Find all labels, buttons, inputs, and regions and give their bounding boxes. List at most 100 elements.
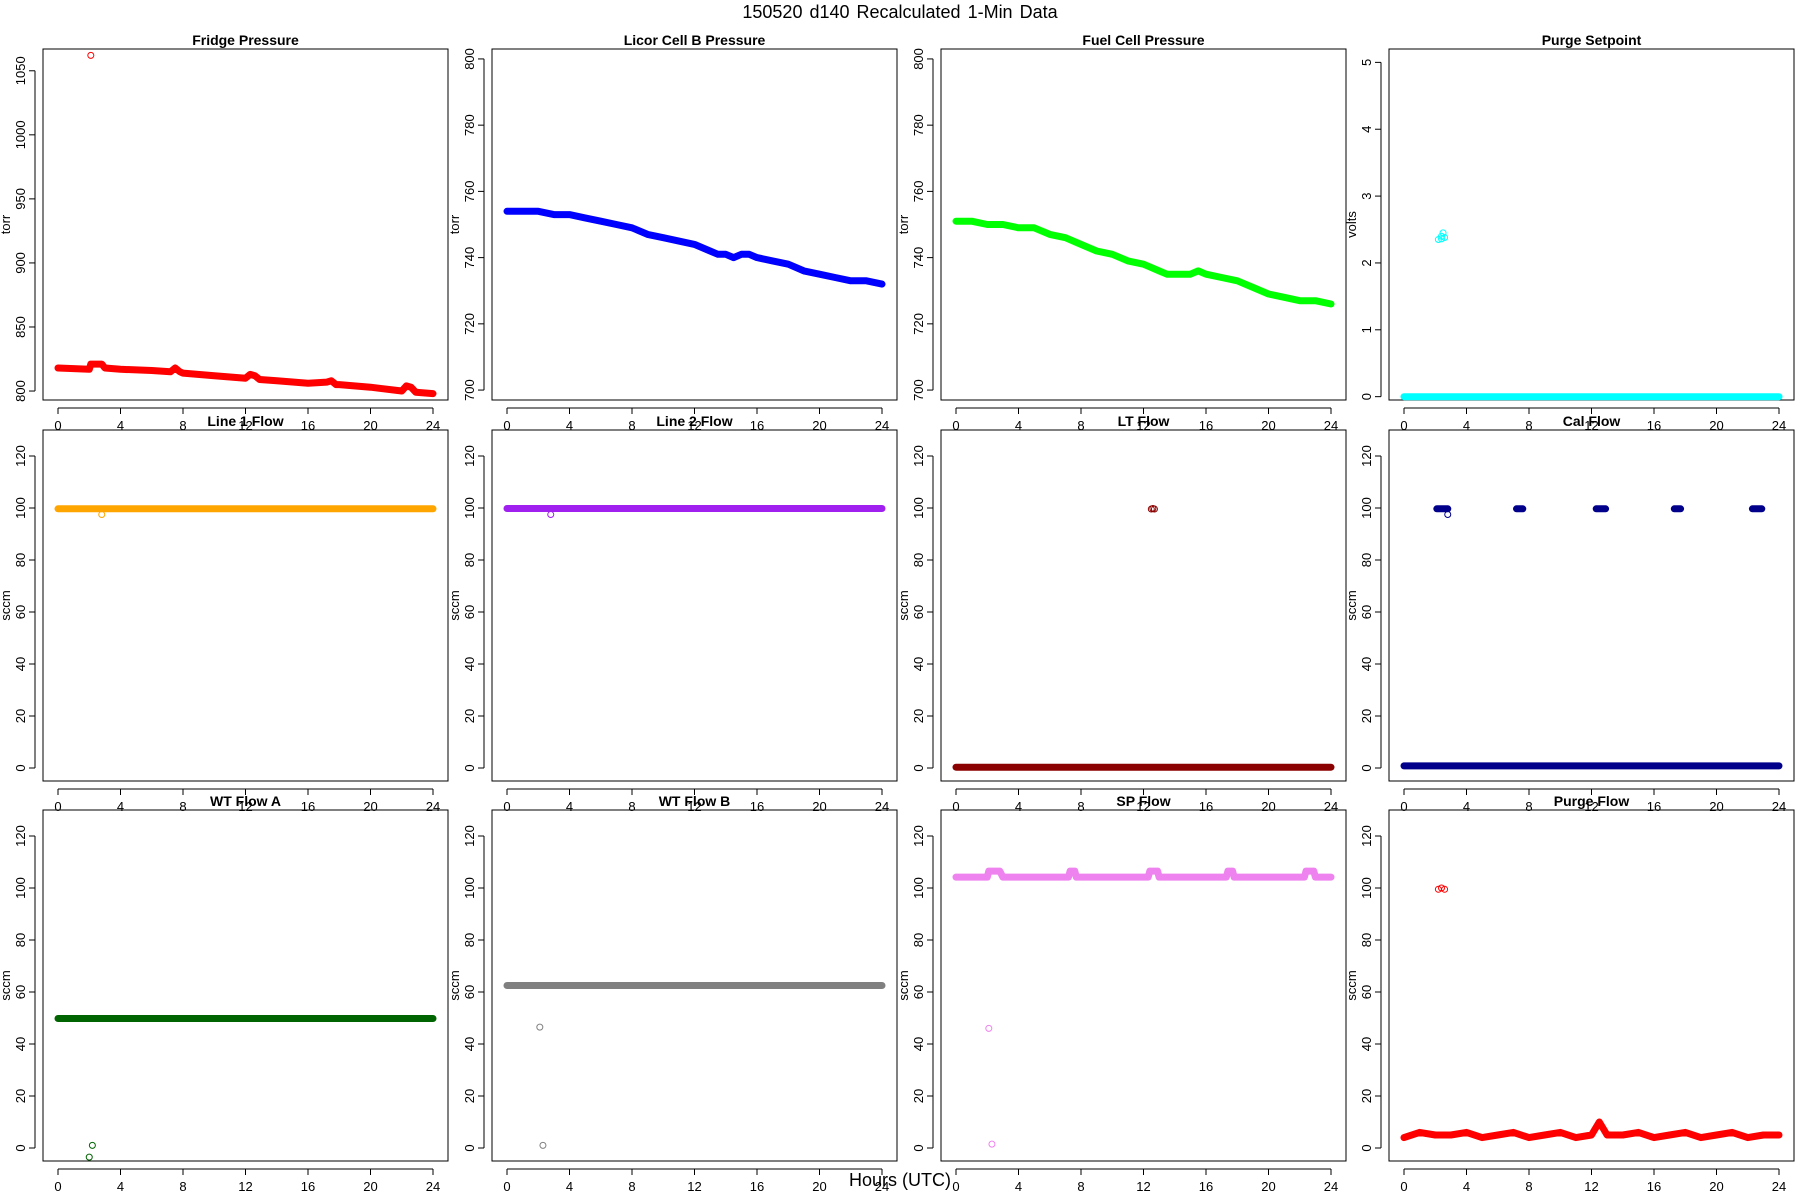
y-tick-label: 740 [462, 247, 477, 269]
y-tick-label: 40 [13, 1037, 28, 1051]
y-tick-label: 80 [13, 553, 28, 567]
panel-title: Fridge Pressure [192, 32, 299, 48]
x-tick-label: 8 [628, 799, 635, 814]
y-tick-label: 60 [13, 605, 28, 619]
y-tick-label: 100 [13, 877, 28, 899]
panel-title: Line 2 Flow [656, 413, 732, 429]
y-tick-label: 60 [462, 605, 477, 619]
plot-frame [42, 48, 449, 401]
x-tick-label: 4 [1463, 1179, 1470, 1194]
x-tick-label: 8 [1077, 418, 1084, 433]
data-point [1444, 511, 1452, 518]
y-axis-label: sccm [1344, 970, 1359, 1000]
panel-title: SP Flow [1116, 793, 1170, 809]
x-tick-label: 8 [628, 418, 635, 433]
panel-title: Purge Flow [1554, 793, 1630, 809]
data-point [536, 1023, 544, 1031]
x-tick-label: 0 [952, 418, 959, 433]
y-tick-label: 60 [911, 605, 926, 619]
y-tick-label: 20 [13, 1089, 28, 1103]
x-tick-label: 0 [952, 1179, 959, 1194]
plot-frame [491, 429, 898, 782]
data-point [1438, 232, 1445, 240]
panel-2: Fuel Cell Pressure 0 4 8 12 16 20 24 700 720 740 76… [896, 32, 1347, 433]
y-tick-label: 850 [13, 316, 28, 338]
y-tick-label: 100 [911, 877, 926, 899]
y-tick-label: 1050 [13, 56, 28, 85]
y-tick-label: 720 [462, 313, 477, 335]
x-tick-label: 20 [812, 418, 826, 433]
y-axis-label: sccm [447, 590, 462, 620]
y-tick-label: 60 [1359, 605, 1374, 619]
x-tick-label: 8 [1077, 799, 1084, 814]
x-tick-label: 4 [1463, 799, 1470, 814]
x-tick-label: 24 [1324, 1179, 1338, 1194]
x-tick-label: 16 [301, 418, 315, 433]
y-tick-label: 60 [13, 985, 28, 999]
y-tick-label: 60 [911, 985, 926, 999]
x-tick-label: 20 [1261, 418, 1275, 433]
x-tick-label: 8 [179, 799, 186, 814]
y-tick-label: 40 [462, 657, 477, 671]
x-tick-label: 12 [1136, 418, 1150, 433]
figure-title: 150520 d140 Recalculated 1-Min Data [742, 2, 1058, 22]
x-tick-label: 0 [503, 799, 510, 814]
x-tick-label: 8 [179, 1179, 186, 1194]
x-tick-label: 24 [426, 799, 440, 814]
y-tick-label: 0 [462, 764, 477, 771]
plot-frame [491, 809, 898, 1162]
y-tick-label: 950 [13, 188, 28, 210]
x-tick-label: 0 [1400, 799, 1407, 814]
y-tick-label: 780 [911, 114, 926, 136]
y-tick-label: 800 [462, 48, 477, 70]
y-tick-label: 80 [911, 553, 926, 567]
data-point [988, 1140, 996, 1148]
y-tick-label: 100 [1359, 877, 1374, 899]
y-tick-label: 100 [13, 497, 28, 519]
x-tick-label: 16 [301, 1179, 315, 1194]
panel-1: Licor Cell B Pressure 0 4 8 12 16 20 24 700 720 74… [447, 32, 898, 433]
x-tick-label: 24 [1772, 418, 1786, 433]
y-tick-label: 120 [13, 445, 28, 467]
x-tick-label: 12 [687, 1179, 701, 1194]
y-axis-label: sccm [896, 590, 911, 620]
x-tick-label: 0 [54, 1179, 61, 1194]
y-tick-label: 780 [462, 114, 477, 136]
x-tick-label: 12 [238, 418, 252, 433]
y-tick-label: 1 [1359, 326, 1374, 333]
y-tick-label: 60 [462, 985, 477, 999]
x-tick-label: 0 [503, 418, 510, 433]
x-tick-label: 8 [1525, 418, 1532, 433]
y-tick-label: 20 [911, 709, 926, 723]
data-point [547, 511, 555, 518]
data-series-line [503, 207, 886, 288]
data-point [1438, 884, 1445, 892]
y-tick-label: 0 [1359, 764, 1374, 771]
data-series-line [952, 867, 1335, 881]
data-point [85, 1153, 93, 1161]
data-series-line [1400, 1118, 1783, 1142]
x-tick-label: 20 [363, 1179, 377, 1194]
y-tick-label: 120 [462, 445, 477, 467]
data-point [87, 51, 95, 59]
panel-title: Fuel Cell Pressure [1082, 32, 1204, 48]
y-tick-label: 120 [462, 825, 477, 847]
y-tick-label: 0 [13, 764, 28, 771]
x-tick-label: 8 [1525, 1179, 1532, 1194]
y-tick-label: 40 [1359, 1037, 1374, 1051]
y-tick-label: 700 [911, 379, 926, 401]
x-axis-label: Hours (UTC) [849, 1170, 951, 1190]
x-tick-label: 16 [1199, 418, 1213, 433]
x-tick-label: 16 [750, 418, 764, 433]
x-tick-label: 20 [1261, 799, 1275, 814]
data-point [1441, 234, 1449, 242]
data-point [98, 511, 106, 518]
x-tick-label: 0 [503, 1179, 510, 1194]
data-point [985, 1024, 993, 1032]
y-tick-label: 120 [911, 825, 926, 847]
x-tick-label: 8 [628, 1179, 635, 1194]
y-tick-label: 2 [1359, 259, 1374, 266]
